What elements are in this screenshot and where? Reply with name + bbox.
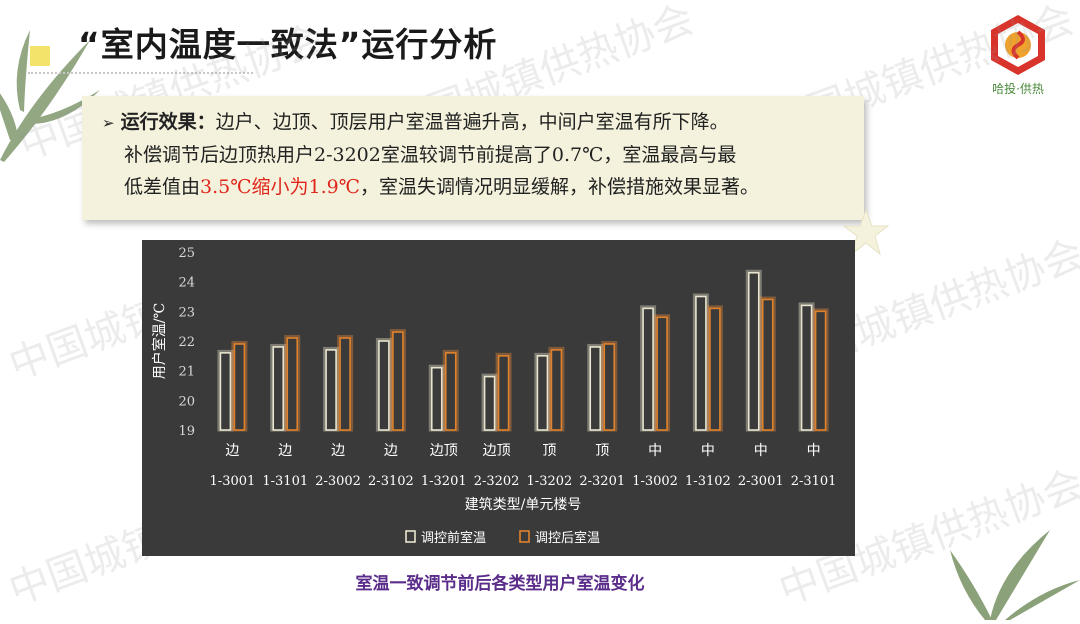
bar-after bbox=[392, 331, 404, 431]
y-tick-label: 22 bbox=[178, 335, 195, 350]
legend-swatch bbox=[405, 530, 416, 543]
x-unit-label: 2-3201 bbox=[579, 474, 625, 489]
summary-line2: 补偿调节后边顶热用户2-3202室温较调节前提高了0.7℃，室温最高与最 bbox=[124, 144, 737, 166]
x-unit-label: 1-3002 bbox=[632, 474, 678, 489]
bar-after bbox=[761, 298, 774, 431]
x-category-label: 中 bbox=[701, 443, 715, 459]
x-axis-label: 建筑类型/单元楼号 bbox=[465, 497, 582, 513]
bar-before bbox=[536, 355, 549, 431]
title-underline bbox=[28, 72, 253, 74]
bar-before bbox=[589, 346, 602, 431]
x-unit-label: 2-3001 bbox=[738, 474, 784, 489]
bar-after bbox=[233, 343, 246, 431]
y-tick-label: 19 bbox=[178, 424, 195, 439]
bar-after bbox=[656, 316, 668, 431]
summary-highlight: 3.5℃缩小为1.9℃ bbox=[200, 176, 360, 198]
bar-before bbox=[272, 346, 285, 431]
bar-after bbox=[603, 343, 616, 431]
x-unit-label: 2-3202 bbox=[474, 474, 520, 489]
summary-lead: 运行效果： bbox=[120, 111, 216, 133]
leaf-decoration-right bbox=[930, 520, 1080, 620]
y-tick-label: 20 bbox=[178, 394, 195, 409]
bar-before bbox=[378, 340, 390, 431]
summary-text: ➢ 运行效果：边户、边顶、顶层用户室温普遍升高，中间户室温有所下降。 补偿调节后边… bbox=[102, 106, 862, 203]
bar-after bbox=[444, 352, 457, 431]
x-unit-label: 1-3202 bbox=[527, 474, 573, 489]
y-tick-label: 23 bbox=[178, 305, 195, 320]
x-category-label: 中 bbox=[648, 443, 662, 459]
page-title: “室内温度一致法”运行分析 bbox=[78, 25, 498, 64]
chart-caption: 室温一致调节前后各类型用户室温变化 bbox=[355, 574, 645, 594]
bar-after bbox=[550, 349, 563, 431]
bar-after bbox=[814, 310, 827, 431]
bar-chart: 19 20 21 22 23 24 25 用户室温/℃ 边 1-3001 边 1-3101 边 2-300… bbox=[142, 240, 855, 556]
bar-after bbox=[339, 337, 351, 431]
bar-after bbox=[709, 307, 721, 431]
bar-before bbox=[747, 271, 760, 431]
leaf-decoration-left bbox=[0, 20, 110, 170]
logo: 哈投·供热 bbox=[985, 12, 1051, 102]
bar-after bbox=[286, 337, 299, 431]
bar-after bbox=[497, 355, 510, 431]
x-category-label: 边顶 bbox=[430, 443, 458, 459]
x-category-label: 边 bbox=[331, 443, 345, 459]
x-category-label: 边 bbox=[384, 443, 398, 459]
title-accent-square bbox=[30, 46, 50, 66]
y-axis-label: 用户室温/℃ bbox=[151, 303, 168, 379]
legend-label: 调控后室温 bbox=[535, 530, 600, 546]
x-category-label: 边 bbox=[225, 443, 239, 459]
x-category-label: 边顶 bbox=[483, 443, 511, 459]
x-category-label: 顶 bbox=[595, 443, 609, 459]
legend-label: 调控前室温 bbox=[421, 530, 486, 546]
x-category-label: 中 bbox=[807, 443, 821, 459]
x-unit-label: 2-3102 bbox=[368, 474, 414, 489]
summary-line1: 边户、边顶、顶层用户室温普遍升高，中间户室温有所下降。 bbox=[215, 111, 729, 133]
logo-text: 哈投·供热 bbox=[992, 82, 1044, 96]
x-category-label: 边 bbox=[278, 443, 292, 459]
summary-line3-post: ，室温失调情况明显缓解，补偿措施效果显著。 bbox=[359, 176, 759, 198]
y-tick-label: 25 bbox=[178, 246, 195, 261]
bar-before bbox=[430, 366, 443, 431]
x-unit-label: 2-3002 bbox=[315, 474, 361, 489]
summary-note: ➢ 运行效果：边户、边顶、顶层用户室温普遍升高，中间户室温有所下降。 补偿调节后边… bbox=[82, 96, 864, 220]
company-logo-icon bbox=[991, 15, 1045, 75]
bullet-arrow-icon: ➢ bbox=[102, 114, 115, 132]
bar-before bbox=[695, 295, 707, 431]
bar-before bbox=[642, 307, 654, 431]
x-category-label: 中 bbox=[754, 443, 768, 459]
bar-before bbox=[483, 375, 496, 431]
x-unit-label: 1-3001 bbox=[210, 474, 256, 489]
legend-swatch bbox=[519, 530, 530, 543]
y-tick-label: 21 bbox=[178, 365, 195, 380]
bar-before bbox=[800, 304, 813, 431]
bar-before bbox=[325, 349, 337, 431]
y-tick-label: 24 bbox=[178, 276, 195, 291]
x-category-label: 顶 bbox=[542, 443, 556, 459]
chart-canvas: 19 20 21 22 23 24 25 用户室温/℃ 边 1-3001 边 1-3101 边 2-300… bbox=[151, 246, 837, 546]
star-decoration bbox=[842, 208, 890, 256]
x-unit-label: 2-3101 bbox=[791, 474, 837, 489]
x-unit-label: 1-3102 bbox=[685, 474, 731, 489]
x-unit-label: 1-3201 bbox=[421, 474, 467, 489]
bar-before bbox=[219, 352, 232, 431]
x-unit-label: 1-3101 bbox=[262, 474, 308, 489]
summary-line3-pre: 低差值由 bbox=[124, 176, 201, 198]
